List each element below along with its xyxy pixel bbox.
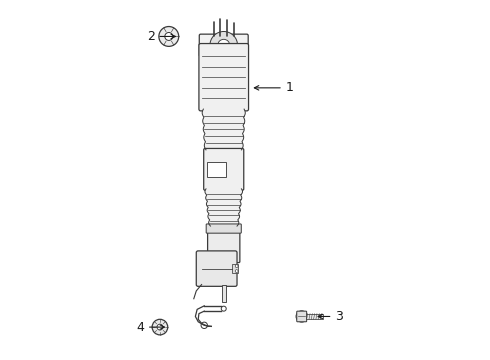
FancyBboxPatch shape [196, 251, 237, 286]
Circle shape [210, 31, 238, 59]
Text: 1: 1 [254, 81, 294, 94]
FancyBboxPatch shape [199, 34, 248, 57]
Circle shape [235, 270, 238, 273]
Polygon shape [202, 109, 245, 150]
Circle shape [296, 311, 307, 322]
Circle shape [218, 39, 230, 51]
Circle shape [201, 322, 207, 329]
Circle shape [235, 265, 238, 267]
Bar [232, 264, 238, 273]
FancyBboxPatch shape [208, 225, 240, 262]
Circle shape [299, 314, 304, 319]
Polygon shape [205, 189, 243, 226]
Circle shape [157, 324, 163, 330]
Text: 2: 2 [147, 30, 175, 43]
FancyBboxPatch shape [199, 44, 248, 111]
Circle shape [152, 319, 168, 335]
Circle shape [159, 27, 179, 46]
FancyBboxPatch shape [206, 224, 241, 233]
Circle shape [165, 32, 173, 40]
Bar [306, 314, 323, 319]
FancyBboxPatch shape [297, 311, 307, 322]
Circle shape [221, 306, 226, 311]
FancyBboxPatch shape [204, 148, 244, 190]
Text: 3: 3 [318, 310, 343, 323]
Text: 4: 4 [136, 321, 165, 334]
Bar [207, 162, 226, 177]
Bar [221, 284, 226, 302]
